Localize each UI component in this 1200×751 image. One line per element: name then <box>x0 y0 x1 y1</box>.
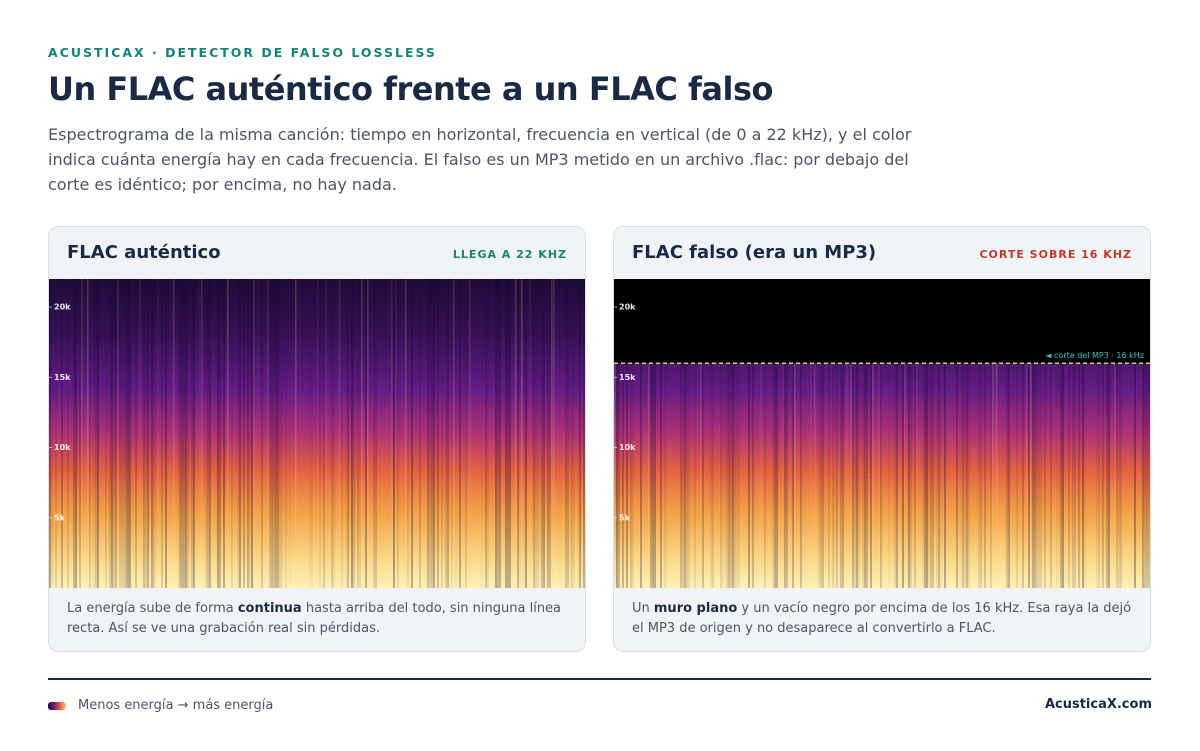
y-tick-label: 15k <box>619 373 636 382</box>
caption-emphasis: continua <box>237 601 302 616</box>
panel: FLAC auténtico LLEGA A 22 KHZ 20k 15k 10k 5… <box>48 226 586 652</box>
legend-swatch <box>48 702 66 710</box>
panel-title: FLAC auténtico <box>67 242 221 263</box>
description: Espectrograma de la misma canción: tiemp… <box>48 125 912 194</box>
y-tick-label: 5k <box>619 513 631 522</box>
title: Un FLAC auténtico frente a un FLAC falso <box>48 70 773 108</box>
cutoff-label: ◄ corte del MP3 · 16 kHz <box>1045 351 1144 360</box>
caption: La energía sube de forma continua hasta … <box>67 599 572 639</box>
y-tick-label: 20k <box>54 303 71 312</box>
y-tick-label: 10k <box>619 443 636 452</box>
caption: Un muro plano y un vacío negro por encim… <box>632 599 1137 639</box>
caption-emphasis: muro plano <box>653 601 738 616</box>
divider <box>48 678 1151 680</box>
panel: FLAC falso (era un MP3) CORTE SOBRE 16 K… <box>613 226 1151 652</box>
badge: CORTE SOBRE 16 KHZ <box>979 248 1132 261</box>
y-tick-label: 15k <box>54 373 71 382</box>
panel-title: FLAC falso (era un MP3) <box>632 242 877 263</box>
caption-text: La energía sube de forma <box>67 601 238 616</box>
y-tick-label: 20k <box>619 303 636 312</box>
spectrogram: 20k 15k 10k 5k <box>49 279 586 588</box>
grain <box>49 279 585 588</box>
texture <box>585 279 586 588</box>
eyebrow: ACUSTICAX · DETECTOR DE FALSO LOSSLESS <box>48 45 437 60</box>
badge: LLEGA A 22 KHZ <box>452 248 567 261</box>
y-tick-label: 5k <box>54 513 66 522</box>
site: AcusticaX.com <box>1044 697 1152 712</box>
caption-text: hasta arriba del todo, sin ninguna línea… <box>67 601 562 636</box>
legend: Menos energía → más energía <box>78 698 274 713</box>
empty-band <box>614 279 1150 364</box>
caption-text: Un <box>632 601 654 616</box>
texture <box>1150 279 1151 588</box>
caption-text: y un vacío negro por encima de los 16 kH… <box>632 601 1132 636</box>
spectrogram: ◄ corte del MP3 · 16 kHz 20k 15k 10k 5k <box>614 279 1151 588</box>
y-tick-label: 10k <box>54 443 71 452</box>
